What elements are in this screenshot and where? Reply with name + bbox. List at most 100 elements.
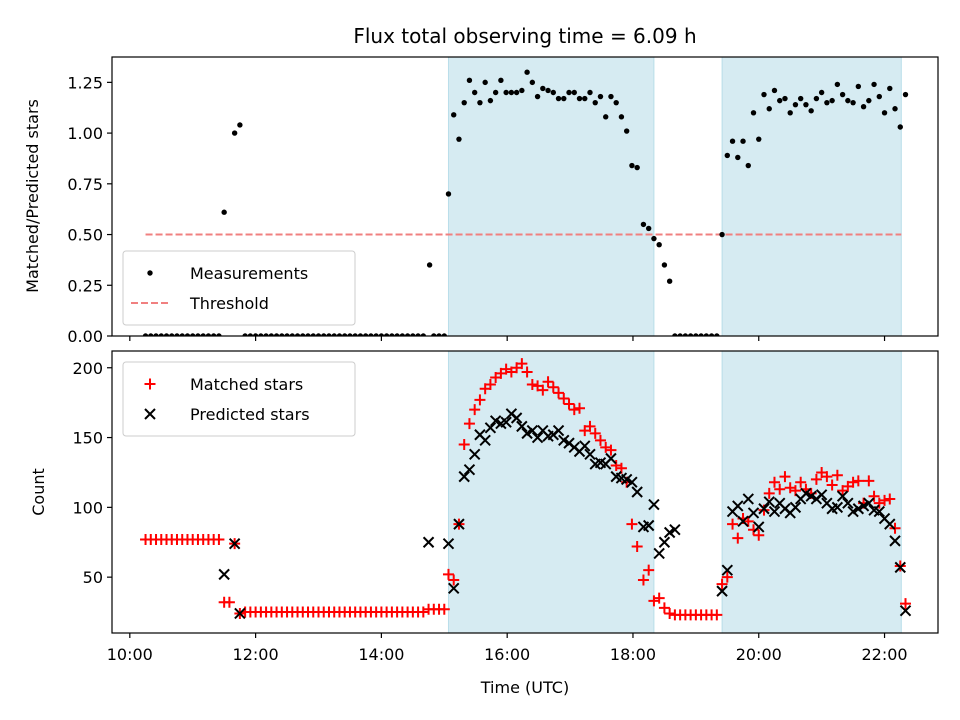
data-point [768,476,780,488]
data-point [584,448,596,461]
data-point [383,333,390,336]
data-point [474,394,486,406]
data-point [558,392,570,404]
data-point [552,424,565,437]
data-point [438,603,450,615]
data-point [631,540,643,552]
data-point [653,592,665,604]
y-tick-label: 200 [72,359,103,378]
data-point [824,99,830,106]
data-point [550,89,557,96]
legend: Measurements Threshold [122,250,356,326]
data-point [873,505,886,518]
data-point [813,95,820,102]
data-point [687,333,694,336]
data-point [884,518,896,530]
data-point [826,479,838,491]
data-point [716,578,728,590]
data-point [436,333,442,336]
data-point [352,333,358,336]
data-point [831,469,843,481]
data-point [605,444,617,456]
data-point [629,162,635,169]
data-point [860,104,867,110]
data-point [404,333,411,336]
data-point [626,476,638,488]
data-point [892,106,898,112]
top-panel: 0.00 0.25 0.50 0.75 1.00 1.25 Measurements Thre… [67,56,939,346]
data-point [803,101,809,108]
data-point [787,110,793,116]
data-point [184,333,191,336]
data-point [818,89,825,96]
bottom-xlabel: Time (UTC) [480,678,569,697]
data-point [900,598,912,610]
data-point [477,99,483,106]
data-point [534,93,541,100]
data-point [834,81,841,88]
plot-frame [111,350,939,634]
legend-label: Matched stars [190,375,303,394]
data-point [808,108,814,114]
legend-marker [147,270,153,276]
data-point [442,537,455,550]
data-point [758,503,770,515]
data-point [142,333,149,336]
y-tick-label: 0.00 [67,327,103,346]
data-point [540,85,546,92]
data-point [315,333,322,336]
data-point [642,519,655,532]
data-point [589,427,601,439]
data-point [897,124,903,130]
data-point [484,422,497,434]
data-point [829,97,835,104]
data-point [362,333,369,336]
data-point [753,521,765,533]
data-point [672,333,678,336]
data-point [479,434,491,447]
data-point [703,333,710,336]
data-point [305,333,311,336]
data-point [463,418,475,430]
data-point [836,490,849,502]
data-point [902,91,909,98]
data-point [711,609,723,621]
x-tick-label: 14:00 [358,645,404,664]
data-point [884,493,896,505]
data-point [721,564,734,576]
data-point [740,138,746,144]
data-point [516,420,528,433]
data-point [431,333,437,336]
data-point [547,381,559,393]
data-point [643,564,655,576]
data-point [605,452,617,465]
chart-title: Flux total observing time = 6.09 h [353,24,696,48]
data-point [727,518,739,530]
data-point [336,333,343,336]
data-point [656,241,662,248]
data-point [458,439,470,451]
data-point [839,91,846,98]
data-point [745,162,751,169]
data-point [310,333,316,336]
data-point [508,89,515,96]
data-point [420,333,427,336]
data-point [894,561,906,574]
y-tick-label: 0.25 [67,276,103,295]
data-point [763,487,775,499]
y-tick-label: 0.75 [67,175,103,194]
data-point [677,333,683,336]
data-point [669,523,681,536]
data-point [484,379,496,391]
data-point [768,505,781,518]
data-point [777,97,783,104]
data-point [526,379,538,391]
data-point [737,515,749,528]
legend-box [122,250,356,326]
data-point [868,490,880,502]
data-point [568,404,580,416]
data-point [887,85,893,92]
data-point [789,501,802,514]
data-point [742,493,754,505]
data-point [529,79,536,86]
